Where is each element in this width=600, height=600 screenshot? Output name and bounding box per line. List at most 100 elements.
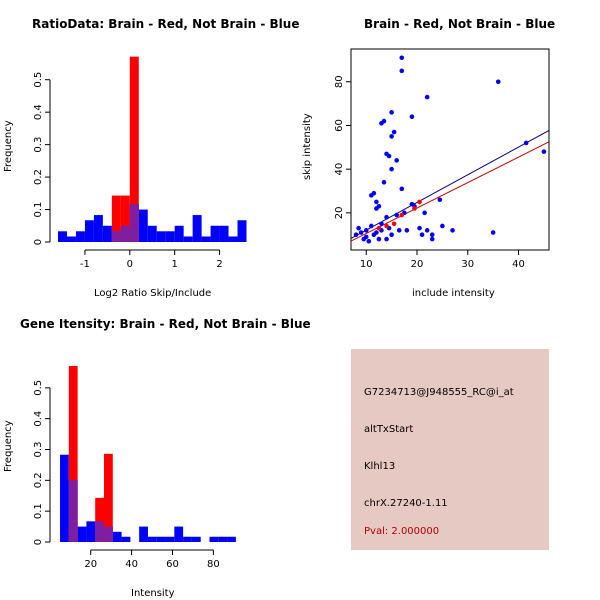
blue-bar [174,526,184,542]
blue-point [429,232,435,238]
x-tick-label: 10 [360,259,373,270]
y-tick-label: 40 [334,163,345,176]
intensity-hist-ylabel: Frequency [3,420,14,472]
info-location: chrX.27240-1.11 [364,498,448,509]
blue-point [417,225,422,231]
info-pval: Pval: 2.000000 [364,526,440,537]
y-tick-label: 20 [334,206,345,219]
blue-point [363,228,369,233]
x-tick-label: 1 [171,259,177,270]
blue-bar [210,225,220,242]
blue-point [394,212,399,218]
y-tick-label: 0.2 [33,472,44,488]
blue-point [523,140,529,146]
x-tick-label: 20 [84,559,97,570]
blue-bar [165,231,175,242]
blue-bar [219,225,229,242]
blue-bar [102,225,112,242]
red-bar [95,497,104,542]
blue-point [386,153,392,159]
blue-point [379,221,384,227]
blue-bar [237,220,247,242]
blue-point [381,118,387,124]
scatter-ylabel: skip intensity [302,113,313,180]
blue-point [391,129,397,135]
blue-bar [156,231,166,242]
blue-bar [75,231,85,242]
blue-bar [93,215,103,242]
overlap-bar [111,231,121,242]
blue-bar [84,220,94,242]
blue-point [389,166,394,172]
blue-bar [86,521,96,542]
blue-point [366,238,372,244]
blue-point [409,114,415,120]
x-tick-label: 80 [207,559,220,570]
info-panel: G7234713@J948555_RC@i_at altTxStart Klhl… [351,349,549,550]
blue-bar [112,531,122,542]
overlap-bar [129,204,139,242]
ratio-hist-ylabel: Frequency [3,120,14,172]
blue-point [384,214,389,220]
blue-point [389,134,394,139]
y-tick-label: 0.2 [33,169,44,185]
x-tick-label: 40 [512,259,525,270]
y-tick-label: 0.4 [33,104,44,120]
blue-bar [218,536,228,542]
blue-bar [192,215,202,242]
y-tick-label: 0 [33,239,44,245]
blue-bar [147,536,157,542]
blue-bar [228,236,238,242]
blue-bar [60,454,69,542]
blue-point [389,110,394,115]
y-tick-label: 0.3 [33,137,44,153]
blue-point [396,228,402,233]
blue-point [369,223,374,229]
x-tick-label: 30 [461,259,474,270]
blue-point [419,232,425,238]
intensity-hist-xlabel: Intensity [131,588,175,599]
ratio-hist-title: RatioData: Brain - Red, Not Brain - Blue [32,17,300,31]
blue-point [450,228,455,233]
red-point [399,212,405,218]
y-tick-label: 0.4 [33,411,44,427]
blue-point [381,179,387,185]
blue-point [358,230,364,235]
blue-bar [209,536,219,542]
red-point [376,225,382,231]
blue-bar [66,236,76,242]
blue-point [353,232,359,238]
x-tick-label: 60 [166,559,179,570]
plot-frame [350,48,550,251]
x-tick-label: 40 [125,559,138,570]
x-tick-label: -1 [80,259,90,270]
blue-point [541,149,547,154]
info-gene-name: Klhl13 [364,461,396,472]
info-event-type: altTxStart [364,424,414,435]
blue-point [394,158,399,163]
y-tick-label: 60 [334,119,345,132]
blue-bar [174,225,184,242]
blue-bar [121,536,131,542]
x-tick-label: 2 [216,259,222,270]
blue-point [363,234,369,240]
blue-point [495,79,501,85]
scatter-plot: 10 20 30 40 20 40 60 80 [334,48,550,270]
blue-point [399,68,405,74]
red-point [412,206,417,211]
blue-bar [139,526,148,542]
overlap-bar [104,526,113,542]
blue-point [371,190,377,196]
blue-point [389,232,394,238]
blue-bar [147,225,157,242]
blue-point [437,197,443,203]
scatter-xlabel: include intensity [412,288,495,299]
blue-bar [138,209,148,242]
blue-point [374,199,379,205]
blue-bar [165,536,175,542]
overlap-bar [68,480,78,542]
blue-bar [183,236,193,242]
blue-point [376,236,382,242]
x-tick-label: 20 [411,259,424,270]
blue-point [399,55,405,61]
